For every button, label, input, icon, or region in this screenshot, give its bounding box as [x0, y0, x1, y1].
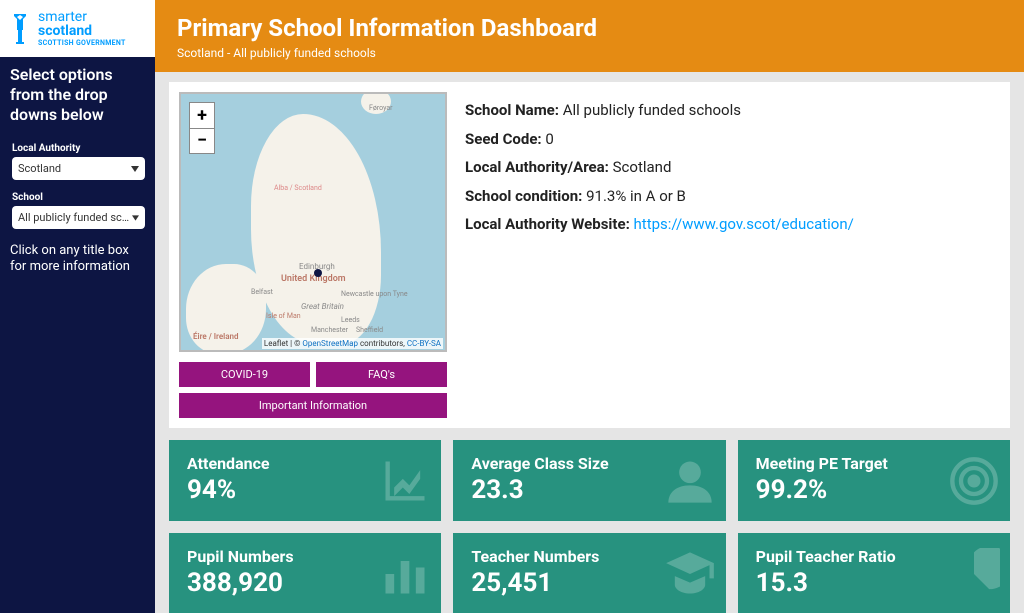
logo-line1: smarter [38, 10, 126, 24]
school-name-value: All publicly funded schools [563, 101, 741, 119]
kpi-class-size[interactable]: Average Class Size 23.3 [453, 440, 725, 521]
map-label-eire: Éire / Ireland [193, 332, 238, 341]
graduate-icon [664, 548, 716, 600]
kpi-grid: Attendance 94% Average Class Size 23.3 M… [169, 440, 1010, 613]
logo-line3: SCOTTISH GOVERNMENT [38, 40, 126, 47]
chevron-down-icon [131, 166, 139, 172]
school-info: School Name: All publicly funded schools… [465, 92, 1000, 418]
map-label-belfast: Belfast [251, 288, 273, 296]
seed-code-value: 0 [545, 130, 553, 148]
pie-chart-icon [948, 548, 1000, 600]
kpi-ptr[interactable]: Pupil Teacher Ratio 15.3 [738, 533, 1010, 613]
page-title: Primary School Information Dashboard [177, 14, 1002, 42]
map-zoom-in-button[interactable]: + [189, 102, 215, 128]
local-authority-value: Scotland [18, 162, 61, 175]
kpi-pe-target[interactable]: Meeting PE Target 99.2% [738, 440, 1010, 521]
map[interactable]: Føroyar Alba / Scotland Edinburgh United… [179, 92, 447, 352]
local-authority-label: Local Authority [0, 135, 155, 157]
chart-line-icon [379, 455, 431, 507]
map-label-alba: Alba / Scotland [274, 184, 322, 192]
kpi-teacher-numbers[interactable]: Teacher Numbers 25,451 [453, 533, 725, 613]
page-subtitle: Scotland - All publicly funded schools [177, 46, 1002, 60]
map-attr-link1[interactable]: OpenStreetMap [302, 339, 358, 348]
chevron-down-icon [132, 215, 139, 221]
covid-button[interactable]: COVID-19 [179, 362, 310, 387]
la-label: Local Authority/Area: [465, 158, 609, 176]
faqs-button[interactable]: FAQ's [316, 362, 447, 387]
sidebar-instructions: Select options from the drop downs below [0, 57, 155, 135]
bar-chart-icon [379, 548, 431, 600]
sidebar: smarter scotland SCOTTISH GOVERNMENT Sel… [0, 0, 155, 613]
map-label-iom: Isle of Man [266, 312, 301, 320]
target-icon [948, 455, 1000, 507]
kpi-attendance[interactable]: Attendance 94% [169, 440, 441, 521]
map-marker [314, 269, 322, 277]
seed-code-label: Seed Code: [465, 130, 542, 148]
user-icon [664, 455, 716, 507]
local-authority-select[interactable]: Scotland [12, 157, 145, 180]
sidebar-note: Click on any title box for more informat… [0, 233, 155, 276]
school-value: All publicly funded schools [18, 211, 132, 224]
website-label: Local Authority Website: [465, 215, 630, 233]
map-label-sheffield: Sheffield [356, 326, 383, 334]
map-label-newcastle: Newcastle upon Tyne [341, 290, 408, 298]
map-attribution: Leaflet | © OpenStreetMap contributors, … [262, 338, 443, 349]
school-name-label: School Name: [465, 101, 559, 119]
logo: smarter scotland SCOTTISH GOVERNMENT [0, 0, 155, 57]
logo-icon [8, 12, 32, 46]
school-select[interactable]: All publicly funded schools [12, 206, 145, 229]
logo-line2: scotland [38, 24, 126, 38]
la-value: Scotland [613, 158, 672, 176]
map-attr-link2[interactable]: CC-BY-SA [407, 339, 441, 348]
website-link[interactable]: https://www.gov.scot/education/ [634, 215, 854, 233]
main: Primary School Information Dashboard Sco… [155, 0, 1024, 613]
kpi-pupil-numbers[interactable]: Pupil Numbers 388,920 [169, 533, 441, 613]
map-label-uk: United Kingdom [281, 274, 346, 284]
info-panel: Føroyar Alba / Scotland Edinburgh United… [169, 82, 1010, 428]
title-bar: Primary School Information Dashboard Sco… [155, 0, 1024, 72]
map-label-gb: Great Britain [301, 302, 344, 311]
map-label-leeds: Leeds [341, 316, 360, 324]
map-label-manchester: Manchester [311, 326, 348, 334]
map-zoom-out-button[interactable]: − [189, 128, 215, 154]
important-info-button[interactable]: Important Information [179, 393, 447, 418]
condition-label: School condition: [465, 187, 582, 205]
map-label-foroyar: Føroyar [369, 104, 393, 112]
condition-value: 91.3% in A or B [586, 187, 686, 205]
school-label: School [0, 184, 155, 206]
